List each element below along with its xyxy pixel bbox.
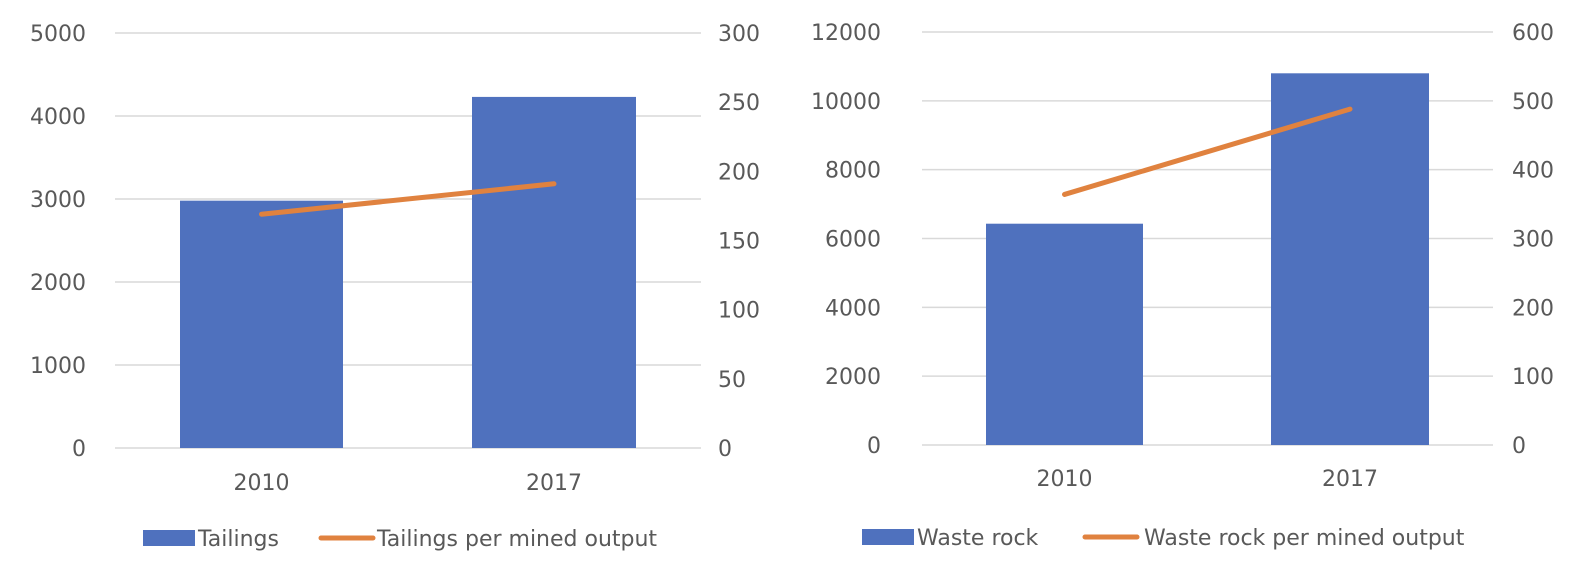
line-series	[259, 181, 557, 217]
right-axis-tick: 150	[718, 230, 760, 255]
left-axis-tick: 4000	[30, 105, 86, 130]
right-axis-tick: 200	[1512, 296, 1554, 321]
right-axis-tick: 0	[1512, 434, 1526, 459]
right-axis-tick: 0	[718, 437, 732, 462]
left-axis-tick: 0	[72, 437, 86, 462]
right-axis-tick: 50	[718, 368, 746, 393]
legend-bar-swatch-icon	[862, 529, 914, 545]
right-axis-tick: 300	[1512, 228, 1554, 253]
left-axis-tick: 8000	[825, 159, 881, 184]
left-axis-tick: 10000	[811, 90, 881, 115]
left-axis-tick: 1000	[30, 354, 86, 379]
left-axis-tick: 4000	[825, 296, 881, 321]
line-series	[1062, 106, 1353, 197]
left-axis-tick: 3000	[30, 188, 86, 213]
x-axis-label: 2017	[526, 471, 582, 496]
left-axis-tick: 6000	[825, 228, 881, 253]
right-axis-tick: 500	[1512, 90, 1554, 115]
bar-2017	[1271, 73, 1429, 446]
x-axis-label: 2010	[234, 471, 290, 496]
right-axis-tick: 300	[718, 22, 760, 47]
left-axis-tick: 2000	[825, 365, 881, 390]
legend-label-line: Waste rock per mined output	[1144, 526, 1465, 551]
x-axis-label: 2010	[1037, 467, 1093, 492]
right-axis-tick: 250	[718, 91, 760, 116]
legend-label-line: Tailings per mined output	[376, 527, 657, 552]
bar-2010	[986, 223, 1143, 445]
tailings-chart: 5000 4000 3000 2000 1000 0 300 250 200 150 100 50 0 2…	[30, 22, 760, 552]
bar-2010	[180, 200, 343, 448]
right-axis-tick: 200	[718, 160, 760, 185]
right-axis-tick: 100	[1512, 365, 1554, 390]
legend-label-bar: Tailings	[197, 527, 279, 552]
left-axis-tick: 5000	[30, 22, 86, 47]
right-axis-tick: 600	[1512, 21, 1554, 46]
right-axis-tick: 400	[1512, 159, 1554, 184]
waste-rock-chart: 1200010000800060004000200006005004003002…	[811, 21, 1554, 551]
legend-bar-swatch-icon	[143, 530, 195, 546]
right-axis-tick: 100	[718, 299, 760, 324]
x-axis-label: 2017	[1322, 467, 1378, 492]
left-axis-tick: 0	[867, 434, 881, 459]
left-axis-tick: 2000	[30, 271, 86, 296]
bar-2017	[472, 96, 636, 448]
left-axis-tick: 12000	[811, 21, 881, 46]
legend-label-bar: Waste rock	[917, 526, 1039, 551]
